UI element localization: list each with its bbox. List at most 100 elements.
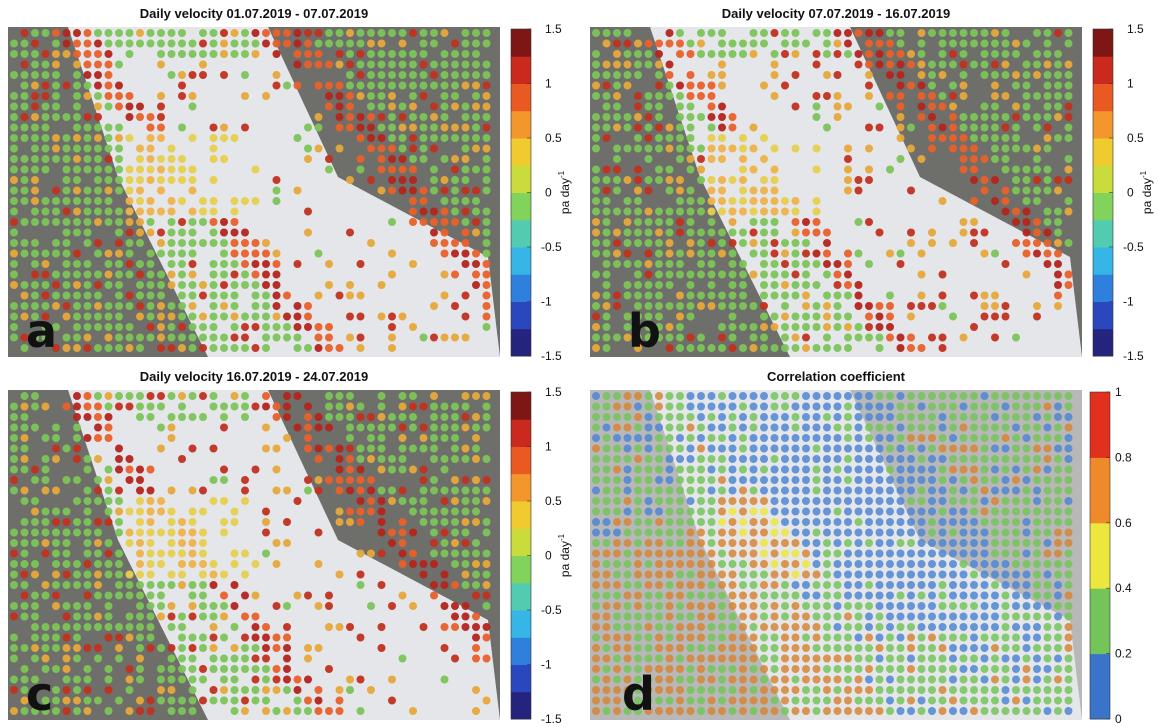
map-dot [854, 623, 863, 631]
panel-title: Correlation coefficient [767, 369, 906, 384]
map-dot [1022, 423, 1031, 432]
map-dot [272, 665, 281, 673]
map-dot [272, 81, 281, 90]
map-dot [482, 392, 491, 400]
map-dot [613, 623, 621, 631]
map-dot [1012, 612, 1020, 621]
map-dot [388, 186, 396, 195]
map-dot [73, 165, 81, 174]
map-dot [335, 476, 344, 484]
map-dot [356, 413, 365, 421]
map-dot [886, 644, 894, 652]
map-dot [613, 333, 621, 342]
map-dot [167, 392, 176, 400]
map-dot [655, 402, 663, 411]
colorbar-step [511, 664, 531, 693]
map-dot [41, 696, 50, 705]
map-dot [728, 281, 737, 289]
map-dot [791, 549, 800, 558]
map-dot [728, 549, 737, 558]
map-dot [623, 239, 632, 247]
map-dot [346, 81, 354, 90]
map-dot [73, 249, 81, 258]
map-dot [419, 123, 428, 132]
map-dot [592, 270, 600, 279]
map-dot [686, 92, 695, 100]
map-dot [346, 50, 354, 58]
map-dot [356, 455, 365, 463]
map-dot [1043, 444, 1052, 453]
map-dot [991, 176, 999, 184]
map-dot [220, 633, 228, 642]
map-dot [634, 633, 642, 642]
map-dot [949, 29, 957, 37]
map-dot [676, 549, 684, 558]
map-dot [676, 675, 684, 684]
map-dot [199, 633, 207, 642]
map-dot [802, 455, 810, 463]
map-dot [262, 518, 270, 526]
map-dot [823, 29, 831, 37]
map-dot [686, 507, 695, 516]
map-dot [676, 323, 684, 331]
map-dot [409, 60, 417, 69]
map-dot [136, 270, 144, 279]
map-dot [430, 413, 438, 421]
map-dot [802, 434, 810, 442]
map-dot [209, 176, 218, 184]
map-dot [10, 633, 18, 642]
map-dot [718, 654, 726, 663]
map-dot [917, 633, 926, 642]
map-dot [20, 581, 29, 589]
map-dot [1054, 707, 1062, 715]
map-dot [283, 434, 291, 442]
map-dot [749, 423, 758, 432]
map-dot [430, 113, 438, 121]
map-dot [823, 654, 831, 663]
map-dot [125, 92, 134, 100]
map-dot [844, 476, 852, 484]
map-dot [644, 92, 653, 100]
map-dot [304, 486, 312, 495]
map-dot [728, 323, 737, 331]
map-dot [875, 696, 884, 705]
map-dot [346, 507, 354, 516]
map-dot [613, 413, 621, 421]
map-dot [104, 144, 113, 153]
map-dot [655, 549, 663, 558]
map-dot [272, 197, 281, 205]
map-dot [970, 591, 978, 600]
map-dot [791, 696, 800, 705]
map-dot [833, 39, 842, 48]
map-dot [686, 686, 695, 694]
map-dot [52, 270, 60, 279]
map-dot [146, 696, 155, 705]
map-dot [718, 465, 726, 474]
map-dot [62, 581, 71, 589]
map-dot [157, 165, 165, 174]
map-dot [697, 455, 705, 463]
map-dot [1012, 570, 1020, 579]
map-dot [178, 71, 186, 79]
map-dot [209, 402, 218, 411]
map-dot [623, 144, 632, 153]
map-dot [83, 155, 92, 163]
map-dot [655, 686, 663, 694]
map-dot [314, 60, 323, 69]
map-dot [896, 444, 905, 453]
map-dot [812, 602, 821, 610]
map-dot [482, 134, 491, 142]
map-dot [1043, 455, 1052, 463]
map-dot [697, 623, 705, 631]
map-dot [634, 270, 642, 279]
map-dot [472, 591, 480, 600]
map-dot [325, 102, 333, 111]
map-dot [398, 392, 407, 400]
map-dot [686, 291, 695, 300]
map-dot [613, 476, 621, 484]
map-dot [1033, 113, 1041, 121]
map-dot [125, 176, 134, 184]
map-dot [644, 102, 653, 111]
map-dot [104, 612, 113, 621]
map-dot [388, 165, 396, 174]
